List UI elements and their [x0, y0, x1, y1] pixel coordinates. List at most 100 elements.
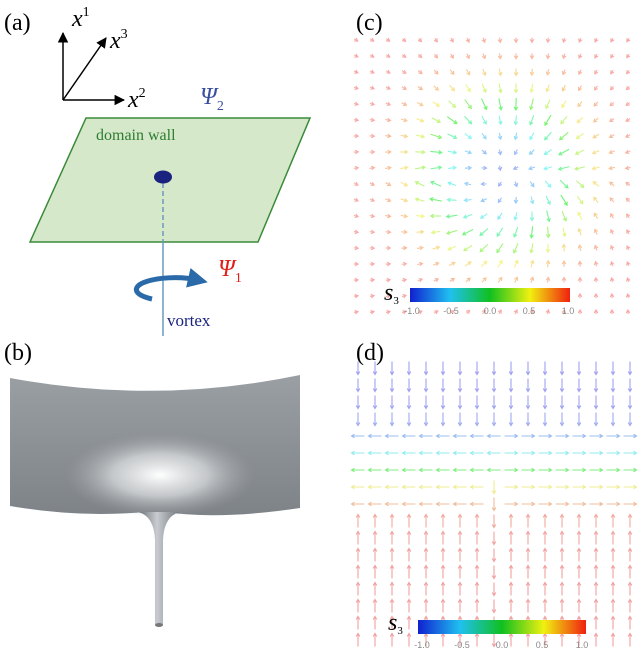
- field-arrow: [595, 38, 598, 42]
- field-arrow: [458, 532, 462, 545]
- field-arrow: [562, 245, 566, 252]
- field-arrow: [434, 311, 438, 314]
- field-arrow: [627, 214, 630, 218]
- field-arrow: [450, 279, 455, 282]
- field-arrow: [579, 86, 582, 91]
- field-arrow: [418, 86, 422, 89]
- field-arrow: [492, 566, 496, 579]
- domain-wall-label: domain wall: [96, 127, 176, 144]
- field-arrow: [403, 451, 416, 455]
- field-arrow: [352, 451, 365, 455]
- field-arrow: [498, 198, 501, 203]
- field-arrow: [539, 451, 552, 455]
- colorbar-tick-label: 0.5: [536, 640, 549, 650]
- field-arrow: [593, 151, 600, 154]
- field-arrow: [370, 166, 375, 170]
- field-arrow: [480, 229, 488, 236]
- field-arrow: [578, 310, 582, 314]
- field-arrow: [594, 118, 599, 122]
- colorbar-tick-label: 0.0: [484, 306, 497, 316]
- vector-field: [352, 362, 637, 647]
- field-arrow: [424, 379, 428, 392]
- field-arrow: [431, 166, 442, 170]
- field-arrow: [546, 277, 550, 282]
- field-arrow: [386, 102, 390, 105]
- field-arrow: [458, 600, 462, 613]
- field-arrow: [577, 515, 581, 528]
- field-arrow: [594, 532, 598, 545]
- vector-field: [354, 38, 631, 314]
- field-arrow: [481, 198, 486, 201]
- field-arrow: [482, 133, 486, 139]
- colorbar-tick-label: 0.0: [496, 640, 509, 650]
- field-arrow: [578, 294, 582, 298]
- field-arrow: [594, 102, 598, 106]
- field-arrow: [466, 38, 469, 42]
- field-arrow: [370, 86, 374, 89]
- field-arrow: [492, 583, 496, 596]
- field-arrow: [434, 54, 437, 58]
- field-arrow: [577, 117, 582, 122]
- field-arrow: [611, 600, 615, 613]
- panel-label: (d): [356, 340, 384, 366]
- field-arrow: [454, 502, 467, 506]
- field-arrow: [594, 262, 598, 267]
- field-arrow: [543, 566, 547, 579]
- field-arrow: [385, 214, 390, 218]
- field-arrow: [514, 133, 518, 140]
- field-arrow: [448, 182, 456, 186]
- field-arrow: [611, 396, 615, 409]
- psi2-label: Ψ2: [200, 84, 224, 114]
- field-arrow: [577, 413, 581, 426]
- field-arrow: [514, 166, 519, 169]
- field-arrow: [454, 468, 467, 472]
- field-arrow: [539, 485, 552, 489]
- field-arrow: [354, 134, 358, 138]
- field-arrow: [530, 115, 534, 125]
- field-arrow: [352, 485, 365, 489]
- field-arrow: [546, 85, 549, 92]
- field-arrow: [369, 451, 382, 455]
- field-arrow: [526, 583, 530, 596]
- field-arrow: [578, 245, 582, 251]
- field-arrow: [370, 310, 374, 314]
- field-arrow: [611, 230, 614, 234]
- field-arrow: [354, 70, 358, 73]
- field-arrow: [573, 468, 586, 472]
- field-arrow: [373, 396, 377, 409]
- field-arrow: [466, 84, 470, 91]
- field-arrow: [628, 532, 632, 545]
- field-arrow: [447, 117, 457, 124]
- field-arrow: [498, 133, 502, 139]
- field-arrow: [592, 166, 599, 170]
- field-arrow: [370, 278, 374, 282]
- field-arrow: [418, 38, 421, 41]
- field-arrow: [543, 549, 547, 562]
- field-arrow: [530, 243, 534, 252]
- field-arrow: [465, 134, 471, 139]
- field-arrow: [610, 102, 613, 105]
- field-arrow: [578, 229, 581, 236]
- field-arrow: [626, 166, 631, 170]
- field-arrow: [354, 310, 358, 314]
- field-arrow: [498, 38, 502, 43]
- colorbar-tick-label: -1.0: [414, 640, 430, 650]
- field-arrow: [492, 379, 496, 392]
- field-arrow: [626, 198, 629, 201]
- field-arrow: [463, 229, 473, 235]
- field-arrow: [417, 246, 423, 250]
- field-arrow: [546, 54, 550, 59]
- field-arrow: [526, 549, 530, 562]
- field-arrow: [607, 485, 620, 489]
- field-arrow: [407, 549, 411, 562]
- field-arrow: [499, 182, 502, 186]
- panel-label: (a): [4, 10, 31, 36]
- field-arrow: [626, 310, 630, 314]
- field-arrow: [492, 481, 496, 494]
- field-arrow: [492, 396, 496, 409]
- field-arrow: [407, 396, 411, 409]
- field-arrow: [424, 583, 428, 596]
- field-arrow: [475, 566, 479, 579]
- field-arrow: [407, 379, 411, 392]
- field-arrow: [488, 434, 501, 438]
